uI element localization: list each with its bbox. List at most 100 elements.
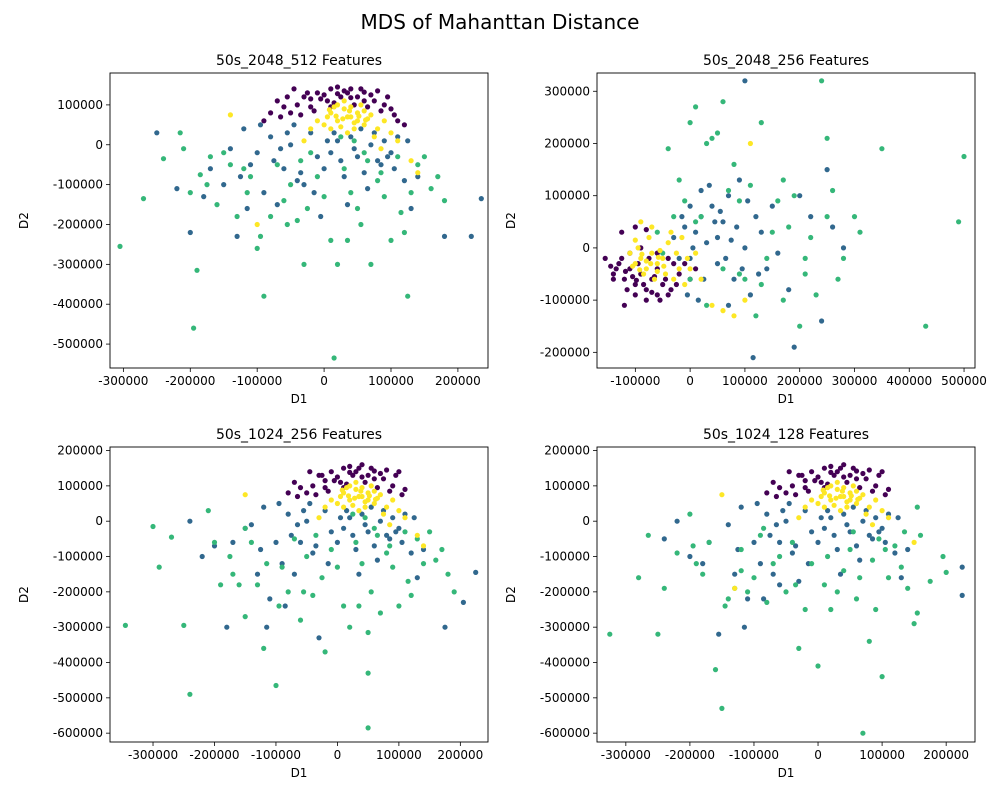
data-point (395, 118, 401, 124)
data-point (764, 490, 770, 496)
data-point (328, 150, 334, 156)
data-point (706, 182, 712, 188)
data-point (866, 532, 872, 538)
data-point (857, 485, 863, 491)
data-point (655, 254, 662, 260)
data-point (834, 486, 840, 492)
data-point (414, 536, 420, 542)
data-point (328, 546, 334, 553)
data-point (751, 575, 757, 581)
data-point (294, 102, 300, 108)
data-point (687, 203, 693, 209)
data-point (847, 497, 853, 503)
data-point (298, 170, 304, 176)
data-point (276, 603, 282, 609)
data-point (720, 219, 726, 225)
data-point (351, 126, 357, 132)
data-point (344, 90, 351, 96)
data-point (354, 205, 361, 212)
data-point (316, 515, 322, 521)
data-point (328, 529, 334, 535)
data-point (632, 224, 638, 230)
data-point (720, 266, 726, 272)
data-point (371, 488, 377, 494)
data-point (959, 564, 965, 570)
data-point (690, 543, 696, 549)
data-point (741, 624, 748, 630)
data-point (321, 92, 327, 98)
data-point (717, 208, 723, 214)
data-point (427, 529, 433, 535)
x-tick-label: -100000 (610, 374, 660, 388)
figure-title: MDS of Mahanttan Distance (360, 10, 640, 34)
data-point (281, 198, 287, 204)
data-point (641, 281, 647, 288)
data-point (914, 610, 920, 616)
data-point (911, 621, 917, 627)
data-point (378, 108, 384, 114)
data-point (682, 261, 688, 267)
data-point (619, 255, 625, 261)
data-point (961, 153, 967, 160)
data-point (809, 529, 815, 535)
data-point (358, 86, 364, 92)
data-point (767, 532, 773, 538)
data-point (747, 182, 754, 188)
data-point (361, 98, 367, 104)
subplot-title: 50s_2048_512 Features (216, 53, 382, 69)
data-point (276, 500, 282, 507)
data-point (898, 575, 904, 581)
data-point (442, 624, 448, 630)
data-point (869, 536, 876, 542)
data-point (698, 276, 704, 282)
data-point (254, 221, 260, 228)
data-point (378, 162, 384, 168)
data-point (365, 497, 371, 503)
data-point (809, 497, 815, 503)
data-point (632, 292, 638, 298)
data-point (385, 154, 391, 160)
data-point (602, 255, 608, 261)
y-tick-label: -400000 (53, 656, 103, 670)
data-point (834, 479, 840, 485)
data-point (384, 504, 390, 510)
data-point (682, 198, 688, 204)
data-point (654, 292, 660, 298)
data-point (365, 104, 371, 110)
data-point (747, 140, 754, 147)
data-point (758, 281, 764, 288)
data-point (325, 488, 331, 494)
data-point (359, 511, 365, 517)
data-point (402, 486, 408, 492)
data-point (391, 112, 397, 118)
data-point (770, 561, 776, 567)
data-point (853, 543, 860, 549)
data-point (168, 534, 175, 540)
data-point (308, 126, 314, 132)
data-point (621, 302, 628, 308)
data-point (619, 229, 625, 235)
data-point (356, 571, 362, 577)
data-point (242, 492, 248, 498)
data-point (310, 550, 316, 556)
data-point (844, 522, 850, 528)
data-point (362, 504, 368, 510)
data-point (187, 518, 193, 524)
data-point (660, 255, 666, 261)
data-point (665, 240, 671, 246)
data-point (341, 525, 347, 531)
data-point (374, 557, 380, 563)
data-point (905, 585, 911, 591)
data-point (390, 483, 396, 489)
data-point (288, 182, 294, 188)
x-tick-label: -200000 (165, 374, 215, 388)
data-point (241, 126, 247, 132)
data-point (835, 276, 841, 282)
data-point (359, 462, 365, 468)
data-point (368, 92, 374, 98)
data-point (850, 529, 856, 535)
data-point (308, 130, 314, 136)
data-point (268, 134, 274, 140)
x-tick-label: 100000 (376, 748, 422, 762)
data-point (310, 592, 316, 599)
